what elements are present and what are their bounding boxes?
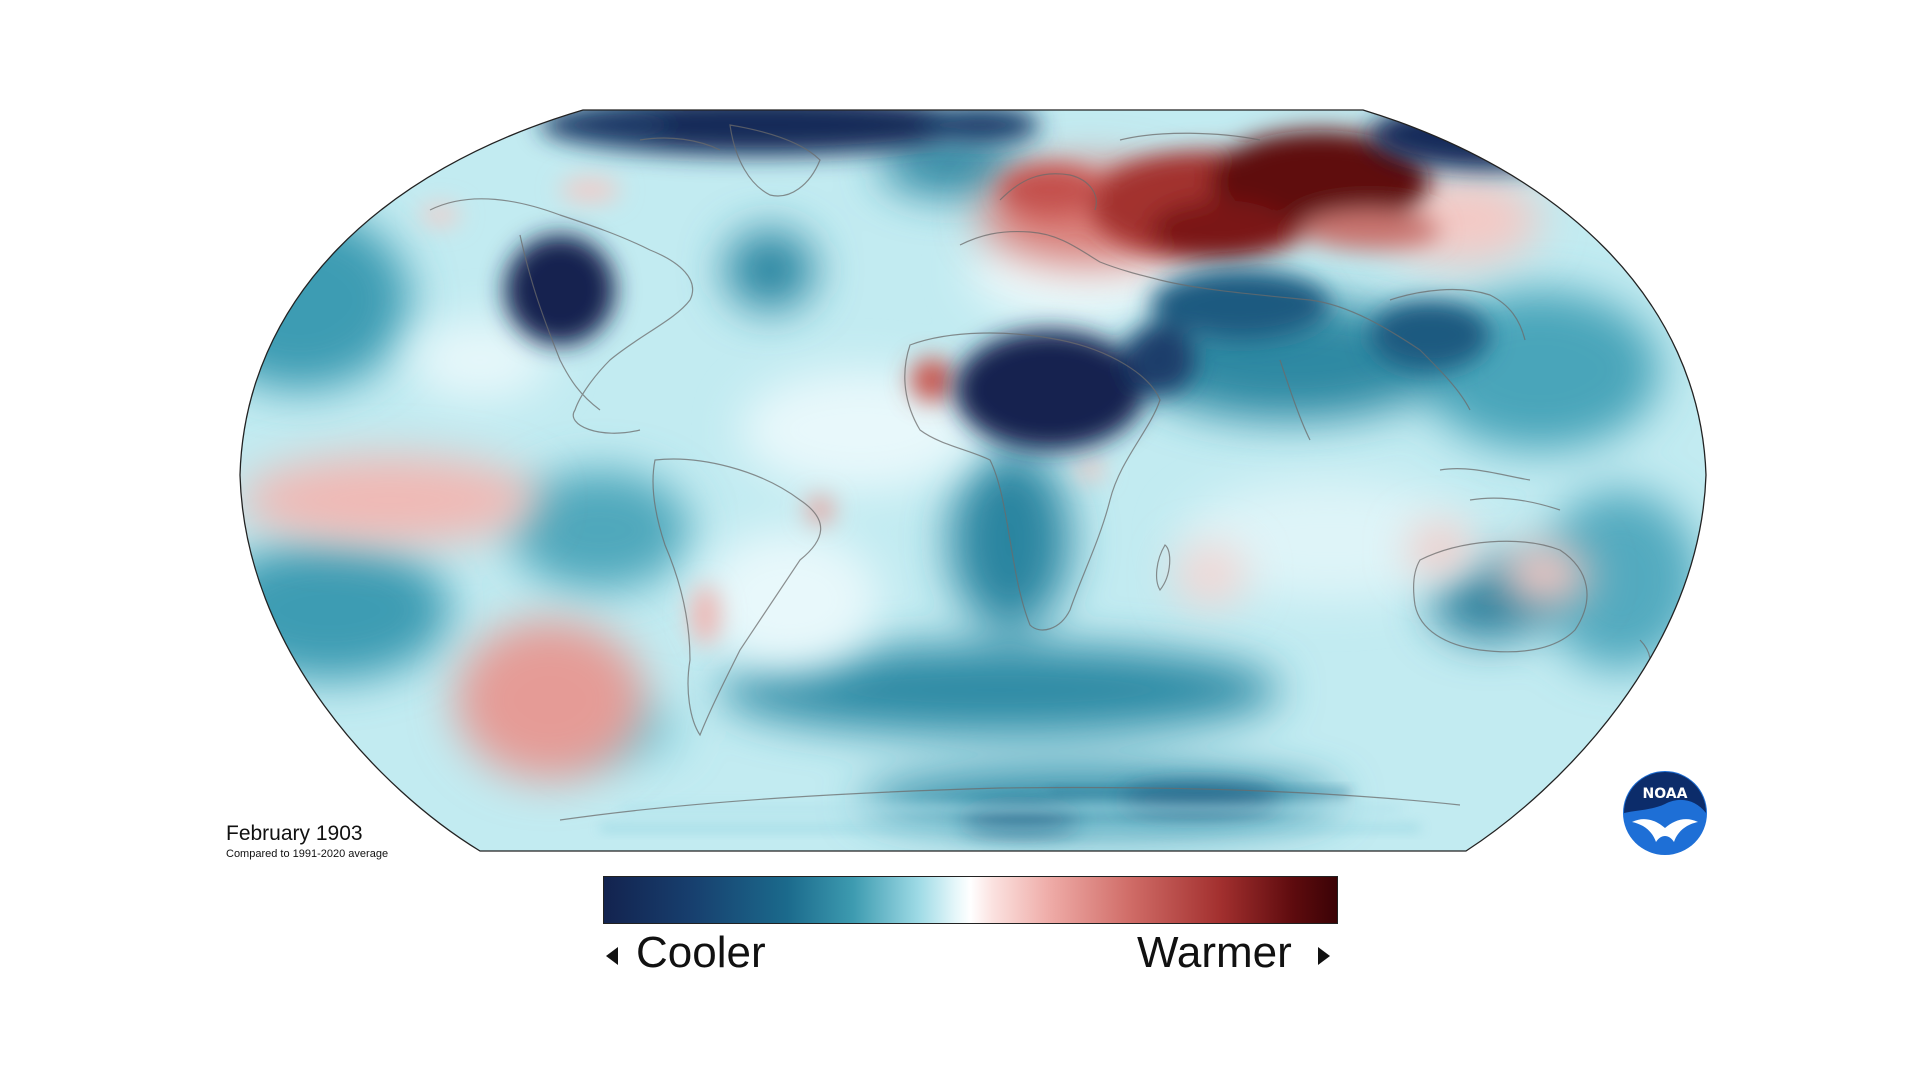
anomaly-field bbox=[240, 110, 1706, 851]
noaa-logo-text: NOAA bbox=[1643, 786, 1688, 802]
map-outline bbox=[239, 109, 1707, 852]
noaa-logo-icon: NOAA bbox=[1623, 771, 1707, 855]
cooler-arrow-icon bbox=[606, 947, 618, 965]
warmer-arrow-icon bbox=[1318, 947, 1330, 965]
map-date-title: February 1903 bbox=[226, 822, 363, 845]
coastlines bbox=[429, 124, 1652, 821]
legend-warmer-label: Warmer bbox=[1137, 928, 1292, 977]
map-baseline-subtitle: Compared to 1991-2020 average bbox=[226, 848, 389, 860]
legend-cooler-label: Cooler bbox=[636, 928, 766, 977]
color-scale-bar bbox=[603, 876, 1338, 924]
